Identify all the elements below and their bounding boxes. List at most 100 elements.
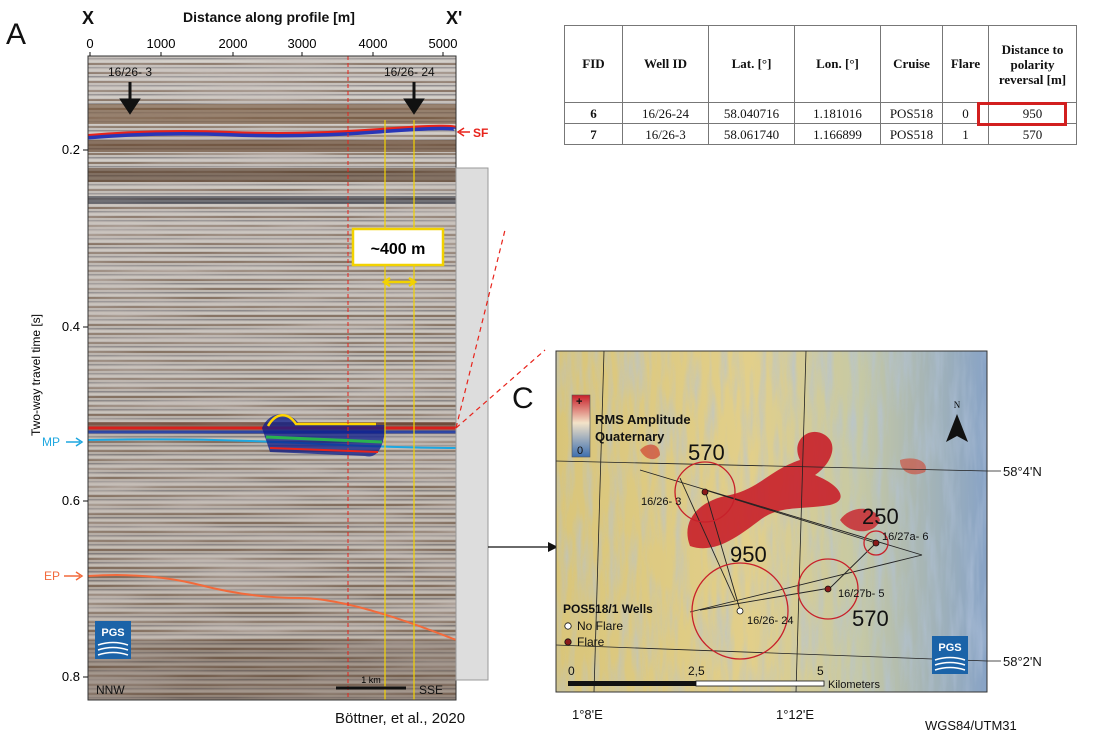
- seismic-footer: NNW SSE 1 km: [96, 675, 443, 697]
- map-datum: WGS84/UTM31: [925, 718, 1017, 733]
- panel-label-a: A: [6, 18, 27, 51]
- cell-cruise: POS518: [880, 123, 943, 145]
- well-label-right: 16/26- 24: [384, 65, 435, 79]
- zoom-connector: [455, 229, 546, 429]
- wells-legend-title: POS518/1 Wells: [563, 602, 653, 616]
- header-well-id: Well ID: [622, 25, 709, 103]
- svg-text:PGS: PGS: [938, 642, 961, 654]
- svg-text:2,5: 2,5: [688, 664, 705, 678]
- distance-axis: 0 1000 2000 3000 4000 5000: [86, 36, 457, 56]
- twt-tick-0-4: 0.4: [62, 319, 80, 334]
- scale-bar-label: 1 km: [361, 675, 381, 685]
- horizon-label-ep: EP: [44, 569, 60, 583]
- distance-tick-2000: 2000: [219, 36, 248, 51]
- distance-tick-5000: 5000: [429, 36, 458, 51]
- no-flare-label: No Flare: [577, 619, 623, 633]
- cell-lon: 1.181016: [794, 102, 881, 124]
- distance-tick-3000: 3000: [288, 36, 317, 51]
- horizon-label-sf: SF: [473, 126, 488, 140]
- svg-text:N: N: [954, 400, 961, 410]
- table-header-row: FID Well ID Lat. [°] Lon. [°] Cruise Fla…: [564, 25, 1077, 103]
- high-amplitude-zone: [687, 431, 841, 549]
- cell-well-id: 16/26-3: [622, 123, 709, 145]
- svg-text:58°4'N: 58°4'N: [1003, 464, 1042, 479]
- radius-label-250: 250: [862, 504, 899, 529]
- svg-text:5: 5: [817, 664, 824, 678]
- map-scale-bar: 0 2,5 5 Kilometers: [568, 664, 880, 691]
- header-lat: Lat. [°]: [708, 25, 795, 103]
- twt-tick-0-2: 0.2: [62, 142, 80, 157]
- svg-text:1°12'E: 1°12'E: [776, 707, 814, 722]
- width-callout: ~400 m: [351, 227, 445, 288]
- flare-label: Flare: [577, 635, 605, 649]
- well-name-16-26-3: 16/26- 3: [641, 496, 681, 508]
- table-row: 6 16/26-24 58.040716 1.181016 POS518 0 9…: [564, 102, 1077, 124]
- svg-text:1°8'E: 1°8'E: [572, 707, 603, 722]
- scale-units: Kilometers: [828, 679, 880, 691]
- svg-text:58°2'N: 58°2'N: [1003, 654, 1042, 669]
- right-arrow-icon: [548, 542, 558, 552]
- rms-legend-title-2: Quaternary: [595, 429, 665, 444]
- radius-circle-16-26-3: [674, 461, 736, 523]
- cell-fid: 6: [564, 102, 623, 124]
- well-name-16-27a-6: 16/27a- 6: [882, 531, 928, 543]
- rms-legend-title-1: RMS Amplitude: [595, 412, 691, 427]
- double-arrow-icon: [381, 276, 418, 288]
- seafloor-horizon: [88, 125, 456, 140]
- profile-start-label: X: [82, 8, 95, 28]
- twt-axis: 0.2 0.4 0.6 0.8 Two-way travel time [s]: [29, 142, 88, 684]
- twt-axis-title: Two-way travel time [s]: [29, 314, 43, 436]
- ep-horizon: [88, 574, 456, 641]
- cell-flare: 1: [942, 123, 989, 145]
- left-arrow-icon: [456, 127, 470, 137]
- rms-legend-min: 0: [577, 445, 583, 457]
- orientation-right: SSE: [419, 683, 443, 697]
- zoom-connection-band: [455, 167, 489, 681]
- radius-label-570-a: 570: [688, 440, 725, 465]
- pgs-logo: PGS: [932, 636, 968, 674]
- distance-axis-title: Distance along profile [m]: [183, 9, 355, 25]
- cell-distance: 950: [988, 102, 1077, 124]
- radius-circle-16-27b-5: [797, 558, 859, 620]
- header-distance: Distance to polarity reversal [m]: [988, 25, 1077, 103]
- down-arrow-icon: [403, 82, 425, 115]
- well-markers: 16/26- 3 16/26- 24: [108, 65, 435, 115]
- twt-tick-0-8: 0.8: [62, 669, 80, 684]
- header-flare: Flare: [942, 25, 989, 103]
- svg-text:0: 0: [568, 664, 575, 678]
- distance-tick-1000: 1000: [147, 36, 176, 51]
- pgs-logo: PGS: [95, 621, 131, 659]
- well-point-flare: [872, 539, 880, 547]
- rms-legend: + 0 RMS Amplitude Quaternary: [571, 394, 691, 458]
- radius-label-950: 950: [730, 542, 767, 567]
- wells-legend: POS518/1 Wells No Flare Flare: [563, 602, 653, 649]
- amplitude-map: [555, 350, 988, 693]
- well-name-16-26-24: 16/26- 24: [747, 615, 793, 627]
- cell-flare: 0: [942, 102, 989, 124]
- cell-well-id: 16/26-24: [622, 102, 709, 124]
- seismic-section: [87, 55, 457, 701]
- radius-circle-16-26-24: [691, 562, 789, 660]
- cell-distance: 570: [988, 123, 1077, 145]
- twt-tick-0-6: 0.6: [62, 493, 80, 508]
- horizon-labels: SF MP EP: [42, 126, 488, 583]
- cell-cruise: POS518: [880, 102, 943, 124]
- well-name-16-27b-5: 16/27b- 5: [838, 588, 884, 600]
- well-point-flare: [701, 488, 709, 496]
- distance-tick-4000: 4000: [359, 36, 388, 51]
- header-fid: FID: [564, 25, 623, 103]
- radius-circle-16-27a-6: [863, 530, 889, 556]
- well-point-no-flare: [736, 607, 744, 615]
- right-arrow-icon: [66, 437, 84, 447]
- rms-legend-max: +: [576, 396, 582, 408]
- cell-fid: 7: [564, 123, 623, 145]
- map-graticule-labels: 58°4'N 58°2'N 1°8'E 1°12'E: [572, 464, 1042, 722]
- down-arrow-icon: [119, 82, 141, 115]
- profile-end-label: X': [446, 8, 463, 28]
- cell-lon: 1.166899: [794, 123, 881, 145]
- header-cruise: Cruise: [880, 25, 943, 103]
- width-callout-text: ~400 m: [371, 241, 426, 258]
- radius-label-570-b: 570: [852, 606, 889, 631]
- citation: Böttner, et al., 2020: [335, 710, 466, 727]
